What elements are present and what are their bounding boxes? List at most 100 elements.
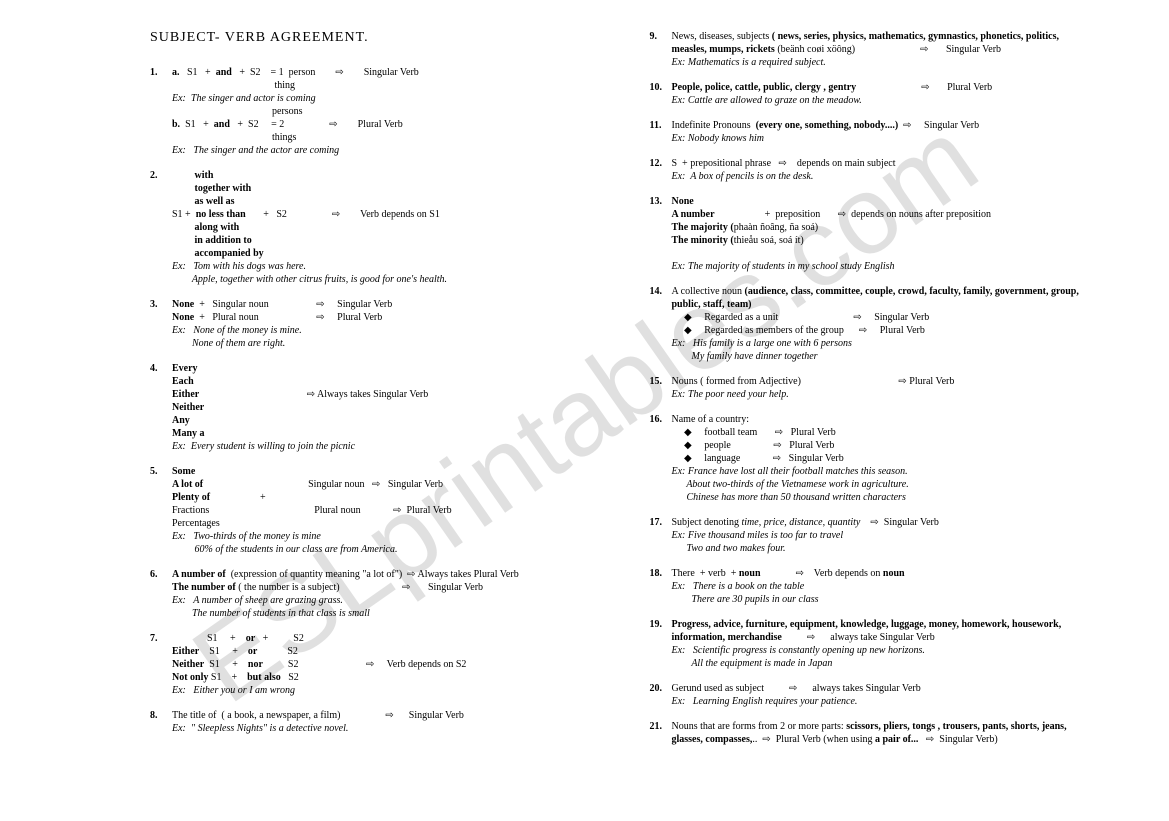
rule-body: NoneA number + preposition ⇨ depends on … xyxy=(672,195,1106,273)
rule-body: S + prepositional phrase ⇨ depends on ma… xyxy=(672,157,1106,183)
right-rules-container: 9.News, diseases, subjects ( news, serie… xyxy=(650,30,1110,746)
rule-body: Progress, advice, furniture, equipment, … xyxy=(672,618,1106,670)
rule-line: Ex: Five thousand miles is too far to tr… xyxy=(672,529,1106,542)
rule-number: 20. xyxy=(650,682,672,695)
rule-item: 1.a. S1 + and + S2 = 1 person ⇨ Singular… xyxy=(150,66,610,157)
rule-item: 3.None + Singular noun ⇨ Singular VerbNo… xyxy=(150,298,610,350)
rule-number: 3. xyxy=(150,298,172,311)
rule-body: A collective noun (audience, class, comm… xyxy=(672,285,1106,363)
rule-line: The number of ( the number is a subject)… xyxy=(172,581,606,594)
rule-body: Nouns ( formed from Adjective) ⇨ Plural … xyxy=(672,375,1106,401)
rule-line: ◆ people ⇨ Plural Verb xyxy=(672,439,1106,452)
rule-item: 20.Gerund used as subject ⇨ always takes… xyxy=(650,682,1110,708)
rule-line: S1 + no less than + S2 ⇨ Verb depends on… xyxy=(172,208,606,221)
rule-line: ◆ language ⇨ Singular Verb xyxy=(672,452,1106,465)
rule-number: 17. xyxy=(650,516,672,529)
rule-body: a. S1 + and + S2 = 1 person ⇨ Singular V… xyxy=(172,66,606,157)
rule-line: Ex: The singer and actor is coming xyxy=(172,92,606,105)
rule-line: Ex: Learning English requires your patie… xyxy=(672,695,1106,708)
rule-line: along with xyxy=(172,221,606,234)
rule-line: thing xyxy=(172,79,606,92)
rule-line: Either S1 + or S2 xyxy=(172,645,606,658)
rule-line: a. S1 + and + S2 = 1 person ⇨ Singular V… xyxy=(172,66,606,79)
rule-line: Ex: Cattle are allowed to graze on the m… xyxy=(672,94,1106,107)
rule-line: Ex: France have lost all their football … xyxy=(672,465,1106,478)
rule-number: 18. xyxy=(650,567,672,580)
rule-line: Ex: A box of pencils is on the desk. xyxy=(672,170,1106,183)
rule-line: Two and two makes four. xyxy=(672,542,1106,555)
rule-line: None + Singular noun ⇨ Singular Verb xyxy=(172,298,606,311)
rule-line: Gerund used as subject ⇨ always takes Si… xyxy=(672,682,1106,695)
rule-body: Subject denoting time, price, distance, … xyxy=(672,516,1106,555)
rule-line: Ex: Either you or I am wrong xyxy=(172,684,606,697)
rule-line: ◆ football team ⇨ Plural Verb xyxy=(672,426,1106,439)
rule-line: together with xyxy=(172,182,606,195)
rule-item: 14.A collective noun (audience, class, c… xyxy=(650,285,1110,363)
rule-body: EveryEachEither ⇨ Always takes Singular … xyxy=(172,362,606,453)
rule-number: 7. xyxy=(150,632,172,645)
rule-item: 17.Subject denoting time, price, distanc… xyxy=(650,516,1110,555)
rule-number: 2. xyxy=(150,169,172,182)
rule-line: Chinese has more than 50 thousand writte… xyxy=(672,491,1106,504)
rule-line: My family have dinner together xyxy=(672,350,1106,363)
rule-line: information, merchandise ⇨ always take S… xyxy=(672,631,1106,644)
rule-line: public, staff, team) xyxy=(672,298,1106,311)
rule-body: People, police, cattle, public, clergy ,… xyxy=(672,81,1106,107)
rule-line: b. S1 + and + S2 = 2 ⇨ Plural Verb xyxy=(172,118,606,131)
rule-line: There + verb + noun ⇨ Verb depends on no… xyxy=(672,567,1106,580)
rule-number: 9. xyxy=(650,30,672,43)
rule-item: 2. with together with as well asS1 + no … xyxy=(150,169,610,286)
rule-number: 13. xyxy=(650,195,672,208)
rule-line: The number of students in that class is … xyxy=(172,607,606,620)
rule-line: ◆ Regarded as members of the group ⇨ Plu… xyxy=(672,324,1106,337)
rule-line: Either ⇨ Always takes Singular Verb xyxy=(172,388,606,401)
rule-number: 8. xyxy=(150,709,172,722)
rule-line: All the equipment is made in Japan xyxy=(672,657,1106,670)
rule-line: Ex: The poor need your help. xyxy=(672,388,1106,401)
rule-line: A lot of Singular noun ⇨ Singular Verb xyxy=(172,478,606,491)
rule-line: ◆ Regarded as a unit ⇨ Singular Verb xyxy=(672,311,1106,324)
rule-line: Fractions Plural noun ⇨ Plural Verb xyxy=(172,504,606,517)
rule-line: with xyxy=(172,169,606,182)
rule-line: None + Plural noun ⇨ Plural Verb xyxy=(172,311,606,324)
rule-line: Ex: Two-thirds of the money is mine xyxy=(172,530,606,543)
rule-line: Nouns ( formed from Adjective) ⇨ Plural … xyxy=(672,375,1106,388)
rule-line: About two-thirds of the Vietnamese work … xyxy=(672,478,1106,491)
rule-body: SomeA lot of Singular noun ⇨ Singular Ve… xyxy=(172,465,606,556)
left-column: SUBJECT- VERB AGREEMENT. 1.a. S1 + and +… xyxy=(20,30,610,758)
rule-body: Gerund used as subject ⇨ always takes Si… xyxy=(672,682,1106,708)
rule-line: Some xyxy=(172,465,606,478)
rule-line: as well as xyxy=(172,195,606,208)
rule-item: 15.Nouns ( formed from Adjective) ⇨ Plur… xyxy=(650,375,1110,401)
rule-line: persons xyxy=(172,105,606,118)
rule-line: Progress, advice, furniture, equipment, … xyxy=(672,618,1106,631)
rule-item: 18.There + verb + noun ⇨ Verb depends on… xyxy=(650,567,1110,606)
page: SUBJECT- VERB AGREEMENT. 1.a. S1 + and +… xyxy=(0,0,1169,778)
rule-line: Any xyxy=(172,414,606,427)
rule-line: in addition to xyxy=(172,234,606,247)
rule-body: Name of a country: ◆ football team ⇨ Plu… xyxy=(672,413,1106,504)
rule-item: 13.NoneA number + preposition ⇨ depends … xyxy=(650,195,1110,273)
rule-number: 21. xyxy=(650,720,672,733)
rule-line: Ex: The majority of students in my schoo… xyxy=(672,260,1106,273)
rule-line: 60% of the students in our class are fro… xyxy=(172,543,606,556)
rule-line: S1 + or + S2 xyxy=(172,632,606,645)
rule-line: There are 30 pupils in our class xyxy=(672,593,1106,606)
rule-number: 5. xyxy=(150,465,172,478)
rule-number: 15. xyxy=(650,375,672,388)
rule-line: A number of (expression of quantity mean… xyxy=(172,568,606,581)
rule-number: 1. xyxy=(150,66,172,79)
rule-item: 11.Indefinite Pronouns (every one, somet… xyxy=(650,119,1110,145)
rule-line: Not only S1 + but also S2 xyxy=(172,671,606,684)
rule-number: 16. xyxy=(650,413,672,426)
rule-line: S + prepositional phrase ⇨ depends on ma… xyxy=(672,157,1106,170)
rule-line: A number + preposition ⇨ depends on noun… xyxy=(672,208,1106,221)
rule-line: Ex: Nobody knows him xyxy=(672,132,1106,145)
rule-item: 12.S + prepositional phrase ⇨ depends on… xyxy=(650,157,1110,183)
rule-body: with together with as well asS1 + no les… xyxy=(172,169,606,286)
rule-body: A number of (expression of quantity mean… xyxy=(172,568,606,620)
rule-line: Every xyxy=(172,362,606,375)
rule-line: The minority (thieåu soá, soá ít) xyxy=(672,234,1106,247)
rule-line: things xyxy=(172,131,606,144)
rule-line: Ex: None of the money is mine. xyxy=(172,324,606,337)
